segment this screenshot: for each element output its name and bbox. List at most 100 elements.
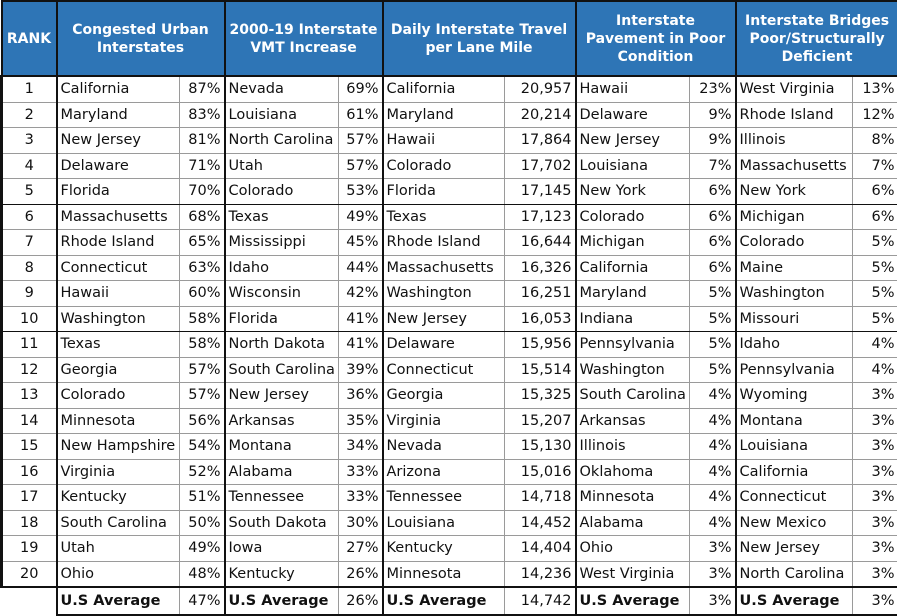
state-cell: New York [576,179,690,205]
value-cell: 4% [853,332,897,358]
state-cell: Montana [225,434,339,460]
value-cell: 50% [180,510,225,536]
state-cell: Rhode Island [57,230,180,256]
value-cell: 14,718 [505,485,576,511]
value-cell: 15,207 [505,408,576,434]
average-value: 47% [180,587,225,615]
value-cell: 14,404 [505,536,576,562]
value-cell: 5% [853,281,897,307]
state-cell: Maryland [383,102,505,128]
rank-cell: 7 [2,230,57,256]
average-label: U.S Average [576,587,690,615]
value-cell: 27% [339,536,383,562]
value-cell: 6% [690,179,736,205]
value-cell: 3% [690,561,736,587]
header-poor-bridges: Interstate Bridges Poor/Structurally Def… [736,1,897,76]
value-cell: 41% [339,306,383,332]
value-cell: 68% [180,204,225,230]
value-cell: 49% [339,204,383,230]
average-value: 3% [690,587,736,615]
rank-cell: 11 [2,332,57,358]
state-cell: Rhode Island [736,102,853,128]
value-cell: 60% [180,281,225,307]
value-cell: 14,452 [505,510,576,536]
state-cell: West Virginia [736,76,853,102]
state-cell: Utah [57,536,180,562]
average-label: U.S Average [57,587,180,615]
header-rank: RANK [2,1,57,76]
rank-cell: 6 [2,204,57,230]
state-cell: Mississippi [225,230,339,256]
value-cell: 16,644 [505,230,576,256]
value-cell: 54% [180,434,225,460]
value-cell: 45% [339,230,383,256]
average-label: U.S Average [736,587,853,615]
value-cell: 4% [690,485,736,511]
state-cell: Tennessee [225,485,339,511]
state-cell: Alabama [576,510,690,536]
state-cell: Florida [383,179,505,205]
value-cell: 44% [339,255,383,281]
state-cell: Tennessee [383,485,505,511]
value-cell: 15,514 [505,357,576,383]
average-label: U.S Average [383,587,505,615]
state-cell: Massachusetts [736,153,853,179]
state-cell: Delaware [576,102,690,128]
value-cell: 9% [690,102,736,128]
state-cell: Nevada [225,76,339,102]
state-cell: West Virginia [576,561,690,587]
value-cell: 3% [853,485,897,511]
state-cell: Connecticut [383,357,505,383]
state-cell: New Hampshire [57,434,180,460]
value-cell: 20,957 [505,76,576,102]
state-cell: New Jersey [383,306,505,332]
value-cell: 87% [180,76,225,102]
value-cell: 14,236 [505,561,576,587]
state-cell: Idaho [225,255,339,281]
value-cell: 33% [339,485,383,511]
state-cell: Virginia [383,408,505,434]
state-cell: Louisiana [383,510,505,536]
state-cell: Kentucky [225,561,339,587]
value-cell: 58% [180,306,225,332]
header-row: RANK Congested Urban Interstates 2000-19… [2,1,897,76]
value-cell: 4% [690,383,736,409]
value-cell: 15,325 [505,383,576,409]
rank-cell: 4 [2,153,57,179]
state-cell: Ohio [57,561,180,587]
value-cell: 4% [690,510,736,536]
state-cell: Connecticut [57,255,180,281]
rank-cell: 8 [2,255,57,281]
value-cell: 17,123 [505,204,576,230]
state-cell: Washington [383,281,505,307]
state-cell: Louisiana [225,102,339,128]
value-cell: 57% [180,383,225,409]
value-cell: 6% [690,255,736,281]
state-cell: Texas [57,332,180,358]
value-cell: 3% [853,383,897,409]
rank-cell: 1 [2,76,57,102]
state-cell: Georgia [57,357,180,383]
value-cell: 3% [853,459,897,485]
rank-cell: 14 [2,408,57,434]
state-cell: South Dakota [225,510,339,536]
state-cell: Hawaii [576,76,690,102]
header-congested-urban: Congested Urban Interstates [57,1,225,76]
state-cell: Delaware [383,332,505,358]
value-cell: 4% [690,408,736,434]
state-cell: Colorado [225,179,339,205]
value-cell: 5% [690,332,736,358]
state-cell: Louisiana [576,153,690,179]
state-cell: South Carolina [576,383,690,409]
state-cell: Colorado [576,204,690,230]
rank-cell: 10 [2,306,57,332]
state-cell: New Jersey [225,383,339,409]
value-cell: 49% [180,536,225,562]
